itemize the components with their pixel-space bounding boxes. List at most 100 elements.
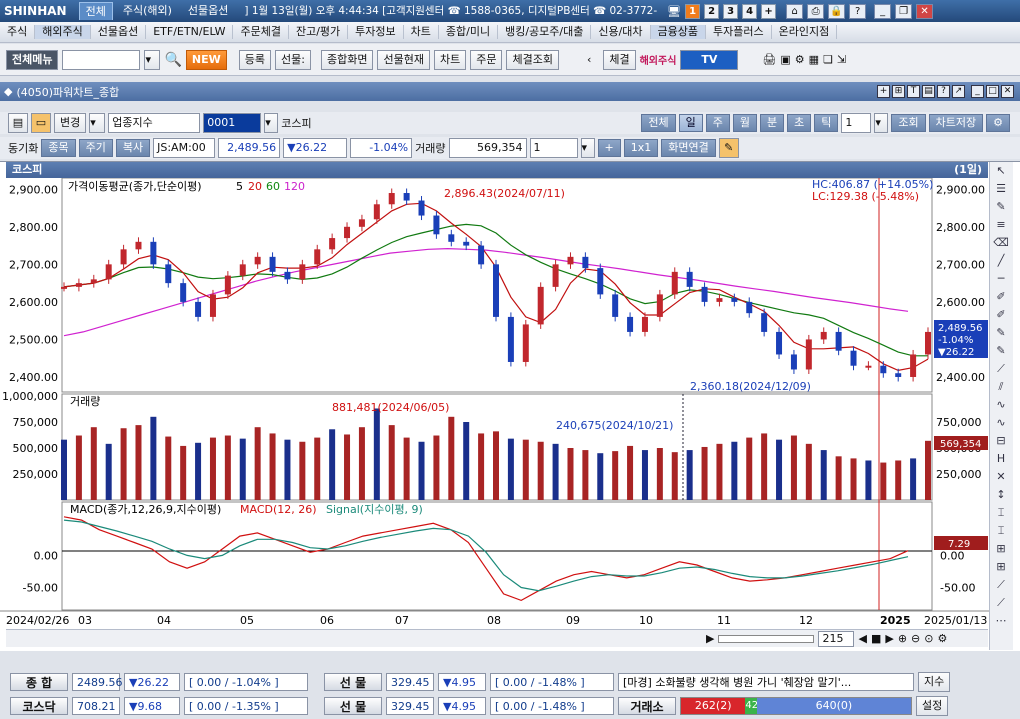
menu-credit[interactable]: 신용/대차: [591, 25, 651, 39]
tool-fib-icon[interactable]: ⊟: [996, 434, 1006, 447]
menu-stock[interactable]: 주식: [0, 25, 36, 39]
print-icon[interactable]: ⎙: [807, 3, 825, 19]
tool-wave-icon[interactable]: ∿: [996, 398, 1006, 411]
search-icon[interactable]: 🔍: [164, 51, 182, 68]
tool-eraser-icon[interactable]: ⌫: [993, 236, 1009, 249]
tv-button[interactable]: TV: [680, 49, 739, 70]
scroll-slider[interactable]: [718, 634, 815, 643]
period-day-button[interactable]: 일: [678, 114, 703, 132]
pen-icon[interactable]: ✎: [718, 138, 739, 158]
tool-hline-icon[interactable]: ─: [997, 272, 1005, 285]
change-button[interactable]: 변경: [54, 113, 87, 133]
rewind-icon[interactable]: ◀: [858, 632, 867, 645]
menu-invest-plus[interactable]: 투자플러스: [706, 25, 772, 39]
screen-4-button[interactable]: 4: [742, 3, 758, 19]
menu-futures[interactable]: 선물옵션: [91, 25, 147, 39]
restore-icon[interactable]: ❐: [895, 3, 913, 19]
tool-all-icon[interactable]: ≡: [996, 218, 1006, 231]
sync-stock-button[interactable]: 종목: [41, 139, 76, 157]
futures-current-button[interactable]: 선물현재: [377, 49, 430, 70]
news-ticker[interactable]: [마경] 소화불량 생각해 병원 가니 '췌장암 말기'...: [618, 673, 914, 691]
gear-icon[interactable]: ⚙: [794, 53, 805, 66]
screen-icon[interactable]: ▣: [780, 53, 791, 66]
tab-all[interactable]: 전체: [78, 2, 113, 20]
home-icon[interactable]: ⌂: [786, 3, 804, 19]
chart-area[interactable]: [0, 161, 1020, 651]
tool-fan-icon[interactable]: ⟋: [997, 578, 1005, 591]
tool-trend-icon[interactable]: ⟋: [997, 362, 1005, 375]
zoom-input[interactable]: 215: [818, 630, 855, 647]
futures-select[interactable]: 선물:: [275, 49, 311, 70]
menu-overseas[interactable]: 해외주식: [35, 25, 91, 39]
period-tick-button[interactable]: 틱: [814, 114, 839, 132]
tool-brush-icon[interactable]: ✐: [996, 290, 1006, 303]
help-icon[interactable]: ?: [849, 3, 867, 19]
fill-button[interactable]: 체결: [603, 49, 636, 70]
tool-bracket-icon[interactable]: ⌶: [997, 506, 1005, 519]
win-close-icon[interactable]: ✕: [1001, 85, 1014, 98]
tool-line-icon[interactable]: ╱: [997, 254, 1005, 267]
pin-icon[interactable]: +: [877, 85, 890, 98]
menu-balance[interactable]: 잔고/평가: [289, 25, 349, 39]
zoom-out-icon[interactable]: ⊖: [911, 632, 921, 645]
sub-icon[interactable]: ↗: [952, 85, 965, 98]
tool-more-icon[interactable]: ⋯: [995, 614, 1007, 627]
new-badge[interactable]: NEW: [185, 49, 227, 70]
link-icon[interactable]: ⊞: [892, 85, 905, 98]
chart-svg[interactable]: 2,900.00 2,900.00 2,800.00 2,800.00 2,700.00…: [0, 178, 989, 630]
window-icon[interactable]: ❏: [823, 53, 833, 66]
layout-select[interactable]: 1: [529, 138, 578, 158]
menu-online[interactable]: 온라인지점: [772, 25, 838, 39]
tool-pen-icon[interactable]: ✎: [996, 200, 1006, 213]
tool-list-icon[interactable]: ☰: [996, 182, 1006, 195]
layout-dropdown-icon[interactable]: ▾: [580, 138, 595, 158]
tool-cross-icon[interactable]: ✕: [996, 470, 1006, 483]
grid-1x1-button[interactable]: 1x1: [623, 139, 659, 157]
monitor-icon[interactable]: 🖥: [667, 4, 682, 18]
tool-h-icon[interactable]: H: [996, 452, 1006, 465]
menu-etf[interactable]: ETF/ETN/ELW: [146, 25, 234, 39]
menu-financial[interactable]: 금융상품: [650, 25, 707, 39]
tool-brush2-icon[interactable]: ✐: [996, 308, 1006, 321]
screen-3-button[interactable]: 3: [723, 3, 739, 19]
panel-icon[interactable]: ▭: [31, 113, 51, 133]
order-button[interactable]: 주문: [470, 49, 503, 70]
add-panel-button[interactable]: +: [597, 139, 621, 157]
menu-invest-info[interactable]: 투자정보: [348, 25, 404, 39]
lookup-button[interactable]: 조회: [891, 114, 926, 132]
sync-period-button[interactable]: 주기: [78, 139, 113, 157]
chart-icon[interactable]: ▤: [922, 85, 935, 98]
tools-icon[interactable]: T: [907, 85, 920, 98]
tool-wave2-icon[interactable]: ∿: [996, 416, 1006, 429]
scroll-right-icon[interactable]: ▶: [706, 632, 715, 645]
menu-banking[interactable]: 뱅킹/공모주/대출: [498, 25, 592, 39]
grid-icon[interactable]: ▦: [808, 53, 820, 66]
count-dropdown-icon[interactable]: ▾: [874, 113, 889, 133]
all-menu-button[interactable]: 전체메뉴: [6, 49, 59, 70]
tool-settings-icon[interactable]: ⚙: [937, 632, 948, 645]
screen-1-button[interactable]: 1: [685, 3, 701, 19]
dropdown-icon[interactable]: ▾: [144, 49, 161, 70]
save-chart-button[interactable]: 차트저장: [928, 114, 984, 132]
index-button[interactable]: 지수: [918, 672, 951, 692]
period-count-input[interactable]: 1: [841, 113, 872, 133]
settings-button[interactable]: 설정: [916, 696, 949, 716]
period-week-button[interactable]: 주: [705, 114, 730, 132]
tool-fan2-icon[interactable]: ⟋: [997, 596, 1005, 609]
export-icon[interactable]: ⇲: [836, 53, 847, 66]
change-dropdown-icon[interactable]: ▾: [89, 113, 106, 133]
arrow-icon[interactable]: ‹: [586, 53, 592, 66]
register-button[interactable]: 등록: [238, 49, 272, 70]
copy-button[interactable]: 복사: [115, 139, 151, 157]
code-input[interactable]: 0001: [203, 113, 262, 133]
period-second-button[interactable]: 초: [787, 114, 812, 132]
menu-order[interactable]: 주문체결: [233, 25, 289, 39]
code-dropdown-icon[interactable]: ▾: [264, 113, 279, 133]
settings-gear-icon[interactable]: ⚙: [986, 114, 1010, 132]
zoom-in-icon[interactable]: ⊕: [897, 632, 908, 645]
screen-number-input[interactable]: [62, 49, 141, 70]
lock-icon[interactable]: 🔒: [828, 3, 846, 19]
minimize-icon[interactable]: _: [874, 3, 892, 19]
chart-button[interactable]: 차트: [433, 49, 467, 70]
add-screen-button[interactable]: +: [761, 3, 777, 19]
